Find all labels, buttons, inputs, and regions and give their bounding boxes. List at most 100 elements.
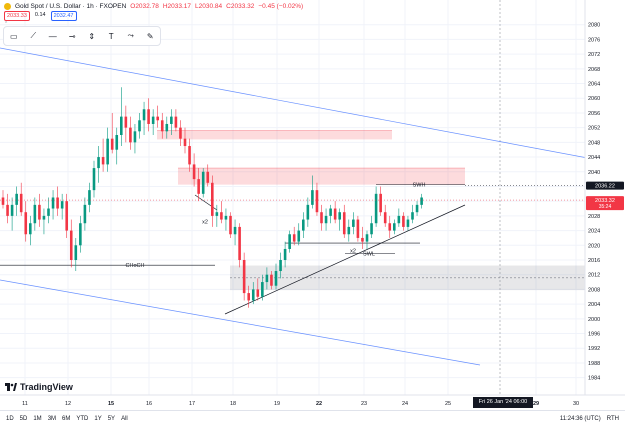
timeframe-button[interactable]: 1Y: [94, 416, 102, 422]
x-tick-label: 25: [445, 401, 451, 407]
candle: [261, 282, 264, 297]
candle: [97, 157, 100, 169]
x-tick-label: 24: [402, 401, 408, 407]
candle: [383, 212, 387, 224]
logo-text: TradingView: [20, 382, 73, 392]
zone-supply: [178, 168, 465, 185]
timeframe-button[interactable]: 5Y: [107, 416, 116, 422]
collapse-chevron-icon[interactable]: ⌃: [4, 21, 9, 27]
candle: [292, 234, 296, 242]
candle: [279, 260, 282, 272]
bid-ask-panel: 2033.33 0.14 2032.47: [4, 11, 77, 21]
candle: [270, 274, 273, 286]
clock-readout[interactable]: 11:24:36 (UTC): [559, 416, 601, 422]
path-icon[interactable]: ⤳: [127, 31, 134, 40]
annotation-label: SWH: [413, 183, 426, 189]
candle: [56, 197, 59, 209]
candle: [224, 215, 228, 220]
candle: [365, 234, 369, 242]
zones-layer: [157, 130, 585, 291]
y-tick-label: 2024: [588, 229, 600, 235]
tradingview-logo-icon: [5, 383, 17, 391]
candle: [342, 212, 346, 235]
timeframe-button[interactable]: 6M: [62, 416, 71, 422]
candle: [220, 212, 223, 220]
candle: [356, 219, 360, 238]
candle: [101, 157, 105, 165]
timeframe-list: 1D 5D 1M 3M 6M YTD 1Y 5Y All: [6, 416, 128, 422]
y-tick-label: 2040: [588, 170, 600, 176]
candle: [329, 208, 332, 216]
symbol-title[interactable]: Gold Spot / U.S. Dollar · 1h · FXOPEN: [15, 2, 127, 10]
candle: [197, 179, 200, 194]
x-tick-label: 19: [274, 401, 280, 407]
candle: [19, 193, 23, 213]
close-value: C2033.32: [226, 2, 255, 10]
candle: [42, 215, 46, 220]
candle: [79, 223, 82, 246]
candle: [256, 289, 260, 297]
candle: [29, 223, 32, 235]
candle: [47, 208, 50, 216]
candle: [10, 204, 14, 216]
y-tick-label: 2060: [588, 96, 600, 102]
candle: [283, 248, 287, 260]
candle: [411, 212, 414, 220]
candle: [420, 197, 423, 205]
timeframe-button[interactable]: All: [121, 416, 128, 422]
candle: [151, 116, 155, 124]
candle: [388, 223, 392, 231]
candle: [160, 120, 164, 132]
hline-icon[interactable]: —: [48, 31, 57, 41]
x-tick-label: 18: [230, 401, 236, 407]
bottom-bar: 1D 5D 1M 3M 6M YTD 1Y 5Y All 11:24:36 (UTC) RTH: [0, 410, 625, 427]
candle: [170, 116, 173, 124]
candle: [338, 212, 341, 220]
x-tick-label: 30: [573, 401, 579, 407]
candle: [370, 223, 373, 235]
x-tick-label: 17: [189, 401, 195, 407]
y-tick-label: 2016: [588, 258, 600, 264]
candle: [24, 212, 28, 235]
session-toggle[interactable]: RTH: [606, 416, 619, 422]
brush-icon[interactable]: ✎: [146, 31, 154, 41]
trendline-icon[interactable]: ⟋: [30, 31, 37, 40]
timeframe-button[interactable]: 3M: [47, 416, 57, 422]
price-label-text: 2036.22: [595, 184, 615, 190]
rect-icon[interactable]: ▭: [9, 31, 18, 41]
x-tick-label: 12: [65, 401, 71, 407]
candle: [138, 120, 141, 132]
candle: [1, 197, 5, 205]
tradingview-logo[interactable]: TradingView: [5, 382, 73, 392]
candle: [60, 201, 64, 209]
hray-icon[interactable]: ⊸: [68, 31, 76, 41]
timeframe-button[interactable]: 1D: [6, 416, 14, 422]
candle: [156, 116, 159, 121]
timeframe-button[interactable]: YTD: [76, 416, 89, 422]
y-tick-label: 2012: [588, 273, 600, 279]
ask-price[interactable]: 2032.47: [50, 11, 77, 21]
y-tick-label: 2052: [588, 126, 600, 132]
candle: [179, 127, 182, 139]
candle: [88, 190, 91, 205]
candle: [215, 212, 219, 216]
candle: [265, 274, 269, 283]
candle: [51, 197, 55, 209]
candle: [238, 226, 241, 260]
annotation-label: x2: [202, 219, 208, 225]
candles-layer: [1, 87, 423, 308]
candle: [192, 164, 196, 180]
change-value: −0.45 (−0.02%): [258, 2, 304, 10]
timeframe-button[interactable]: 5D: [19, 416, 28, 422]
ticker-header[interactable]: Gold Spot / U.S. Dollar · 1h · FXOPEN O2…: [4, 1, 303, 11]
position-icon[interactable]: ⇕: [88, 31, 96, 41]
timeframe-button[interactable]: 1M: [33, 416, 42, 422]
bid-price[interactable]: 2033.33: [4, 11, 30, 21]
price-label-text: 2033.32: [595, 198, 615, 204]
candle: [65, 201, 68, 231]
y-tick-label: 2076: [588, 37, 600, 43]
y-tick-label: 1996: [588, 332, 600, 338]
y-tick-label: 1992: [588, 346, 600, 352]
text-icon[interactable]: T: [108, 31, 114, 41]
